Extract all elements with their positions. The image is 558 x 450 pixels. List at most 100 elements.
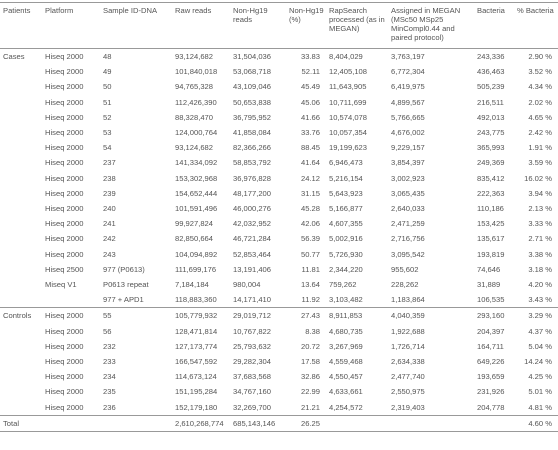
table-cell: 3,065,435	[391, 188, 425, 198]
column-header: Bacteria	[474, 2, 514, 49]
header-row: Patients Platform Sample ID-DNA Raw reads No…	[0, 2, 558, 49]
table-cell: 649,226	[477, 357, 505, 367]
table-cell: 53	[103, 128, 112, 138]
table-cell: 235	[103, 387, 116, 397]
table-cell: 2,716,756	[391, 234, 425, 244]
table-cell: 52,853,464	[233, 249, 272, 259]
table-cell: 14.24 %	[524, 357, 552, 367]
table-cell: 105,779,932	[172, 307, 230, 324]
table-cell: 1.91 %	[528, 143, 552, 153]
table-cell: 293,160	[474, 307, 514, 324]
column-header: Non-Hg19 reads	[230, 2, 286, 49]
table-cell: 4.25 %	[528, 372, 552, 382]
table-cell: 43,109,046	[233, 82, 272, 92]
table-cell: 3.94 %	[528, 188, 552, 198]
table-cell: 3,103,482	[329, 295, 363, 305]
table-cell: 33.83	[300, 52, 320, 61]
table-cell: 2.02 %	[528, 97, 552, 107]
table-cell: Hiseq 2000	[45, 357, 84, 367]
table-cell: 135,617	[477, 234, 505, 244]
table-cell: 228,262	[391, 280, 419, 290]
table-cell: 243,775	[477, 128, 505, 138]
table-row: Hiseq 2000 56 128,471,814 10,767,822 8.38 4,6…	[0, 324, 558, 339]
table-cell: Controls	[0, 307, 42, 324]
table-cell: 492,013	[477, 112, 505, 122]
table-cell: 42,032,952	[233, 219, 272, 229]
table-cell: 50	[103, 82, 112, 92]
table-cell: 101,840,018	[175, 67, 218, 77]
table-cell: 32,269,700	[233, 402, 272, 412]
table-row: Hiseq 2000 234 114,673,124 37,683,568 32.86 4…	[0, 369, 558, 384]
empty-cell	[0, 125, 42, 140]
table-cell: 241	[103, 219, 116, 229]
table-cell: 16.02 %	[524, 173, 552, 183]
table-cell: 6,772,304	[391, 67, 425, 77]
table-cell: 31.15	[300, 188, 320, 198]
table-cell: 238	[103, 173, 116, 183]
table-cell: Hiseq 2000	[45, 402, 84, 412]
table-cell: 24.12	[300, 173, 320, 183]
table-cell: 34,767,160	[233, 387, 272, 397]
table-row: Hiseq 2000 237 141,334,092 58,853,792 41.64 6…	[0, 155, 558, 170]
table-cell: 2,319,403	[391, 402, 425, 412]
empty-cell	[0, 292, 42, 308]
empty-cell	[0, 110, 42, 125]
table-cell: 955,602	[391, 264, 419, 274]
table-cell: Hiseq 2000	[45, 234, 84, 244]
column-header: Assigned in MEGAN (MSc50 MSp25 MinCompl0…	[388, 2, 474, 49]
table-row: Hiseq 2000 50 94,765,328 43,109,046 45.49 11,…	[0, 79, 558, 94]
empty-cell	[326, 414, 388, 433]
table-cell: 12,405,108	[329, 67, 368, 77]
table-cell: 4,899,567	[391, 97, 425, 107]
table-cell: 11.81	[301, 264, 320, 274]
column-header: Sample ID-DNA	[100, 2, 172, 49]
empty-cell	[0, 400, 42, 416]
table-cell: 8,404,029	[329, 52, 363, 61]
table-row: Miseq V1 P0613 repeat 7,184,184 980,004 13.6…	[0, 277, 558, 292]
table-cell: 127,173,774	[175, 341, 218, 351]
table-cell: Miseq V1	[45, 280, 77, 290]
table-cell: 222,363	[477, 188, 505, 198]
table-cell: 19,199,623	[329, 143, 368, 153]
table-cell: Hiseq 2000	[45, 82, 84, 92]
table-cell: 21.21	[300, 402, 320, 412]
table-cell: 3,002,923	[391, 173, 425, 183]
empty-cell	[0, 95, 42, 110]
table-cell: 3.33 %	[528, 219, 552, 229]
table-cell: 58,853,792	[233, 158, 272, 168]
data-table: Patients Platform Sample ID-DNA Raw reads No…	[0, 2, 558, 433]
table-cell: 45.49	[300, 82, 320, 92]
table-cell: Hiseq 2000	[45, 173, 84, 183]
table-cell: 1,726,714	[391, 341, 425, 351]
table-body: Cases Hiseq 2000 48 93,124,682 31,504,036 33.…	[0, 49, 558, 433]
empty-cell	[0, 277, 42, 292]
table-cell: 3,763,197	[391, 52, 425, 61]
table-cell: 977 + APD1	[103, 295, 144, 305]
table-cell: 46,721,284	[233, 234, 272, 244]
empty-cell	[0, 324, 42, 339]
table-cell: 2.42 %	[528, 128, 552, 138]
table-cell: 26.25	[286, 414, 326, 433]
empty-cell	[474, 414, 514, 433]
table-cell: 4,633,661	[329, 387, 363, 397]
table-cell: 193,819	[477, 249, 505, 259]
table-cell: 4,254,572	[329, 402, 363, 412]
table-cell: 4.60 %	[514, 414, 558, 433]
table-cell: 2,550,975	[391, 387, 425, 397]
table-row: Hiseq 2000 236 152,179,180 32,269,700 21.21 4…	[0, 400, 558, 416]
table-cell: 3.52 %	[528, 67, 552, 77]
table-cell: Hiseq 2000	[45, 112, 84, 122]
table-cell: 5,002,916	[329, 234, 363, 244]
table-cell: 49	[103, 67, 112, 77]
table-cell: 166,547,592	[175, 357, 218, 367]
empty-cell	[100, 414, 172, 433]
table-cell: 5.01 %	[528, 387, 552, 397]
table-cell: 41.66	[300, 112, 320, 122]
table-cell: 240	[103, 204, 116, 214]
table-cell: 52.11	[301, 67, 320, 77]
table-cell: 31,504,036	[233, 52, 272, 61]
table-cell: 4.20 %	[528, 280, 552, 290]
table-cell: 2,610,268,774	[172, 414, 230, 433]
empty-cell	[0, 231, 42, 246]
table-cell: Hiseq 2000	[45, 128, 84, 138]
